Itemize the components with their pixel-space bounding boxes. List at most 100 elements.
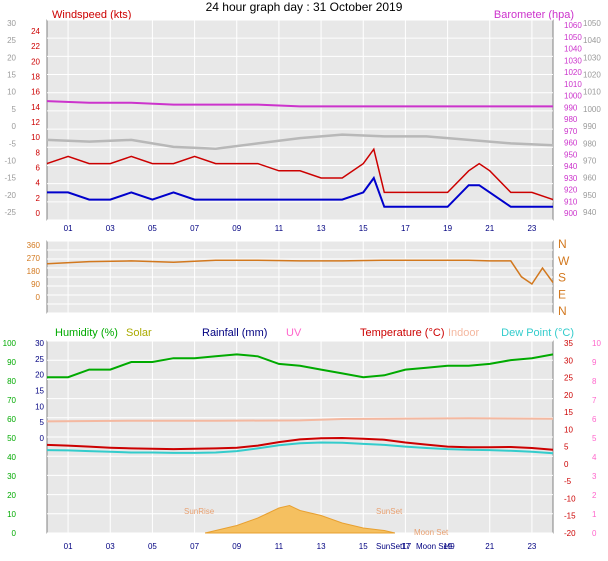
temp-x-axis: 01 03 05 07 09 11 13 15 17 19 21 23 [64,542,537,551]
x-tick-label: 15 [359,224,368,233]
barometer-label: Barometer (hpa) [494,9,574,21]
wind-inner-tick: 24 [31,27,40,36]
rainfall-tick: 15 [35,387,44,396]
direction-tick: 90 [31,280,40,289]
direction-grid [47,240,553,314]
temp-series [46,353,554,534]
direction-tick: 180 [27,267,41,276]
uv-tick: 0 [592,529,597,538]
x-tick-label: 23 [527,224,536,233]
wind-x-axis: 01 03 05 07 09 11 13 15 17 19 21 23 [64,224,537,233]
uv-tick: 5 [592,434,597,443]
humidity-tick: 10 [7,510,16,519]
x-tick-label: 03 [106,224,115,233]
gray-trace-line [46,133,554,150]
dewpoint-label: Dew Point (°C) [501,327,574,339]
wind-inner-tick: 8 [36,148,41,157]
wind-inner-tick: 0 [36,209,41,218]
temperature-line [46,436,554,451]
x-tick-label: 13 [317,224,326,233]
wind-left-tick: 30 [7,19,16,28]
rainfall-tick: 30 [35,339,44,348]
wind-barometer-panel: Windspeed (kts) Barometer (hpa) 30252015… [4,9,601,233]
barometer-outer-tick: 1030 [583,53,601,62]
humidity-tick: 100 [3,339,17,348]
moonset-axis-label: Moon Set9 [416,542,455,551]
wind-inner-tick: 14 [31,103,40,112]
x-tick-label: 09 [232,224,241,233]
wind-left-tick: 0 [12,122,17,131]
temperature-tick: 20 [564,391,573,400]
compass-label: E [558,287,566,301]
direction-tick: 270 [27,254,41,263]
barometer-outer-tick: 940 [583,208,597,217]
rainfall-tick: 5 [40,418,45,427]
wind-left-tick: -5 [9,139,17,148]
barometer-outer-tick: 960 [583,174,597,183]
humidity-tick: 70 [7,396,16,405]
wind-inner-tick: 16 [31,88,40,97]
temperature-tick: 25 [564,374,573,383]
humidity-tick: 80 [7,377,16,386]
barometer-outer-tick: 1050 [583,19,601,28]
barometer-tick: 900 [564,209,578,218]
wind-inner-tick: 18 [31,73,40,82]
barometer-tick: 970 [564,127,578,136]
compass-label: S [558,271,566,285]
barometer-tick: 930 [564,174,578,183]
barometer-tick: 1000 [564,92,582,101]
page-title: 24 hour graph day : 31 October 2019 [206,0,403,14]
uv-tick: 2 [592,491,597,500]
temperature-axis: 35 30 25 20 15 10 5 0 -5 -10 -15 -20 [564,339,576,538]
x-tick-label: 01 [64,224,73,233]
wind-plot-area [46,19,554,221]
x-tick-label: 05 [148,224,157,233]
barometer-inner-axis: 1060 1050 1040 1030 1020 1010 1000 990 980 970 960… [564,21,582,218]
x-tick-label: 11 [275,224,284,233]
humidity-tick: 20 [7,491,16,500]
compass-label: W [558,254,570,268]
wind-left-axis: 30 25 20 15 10 5 0 -5 -10 -15 -20 -25 [4,19,16,217]
barometer-outer-tick: 980 [583,139,597,148]
wind-left-tick: 5 [12,105,17,114]
wind-left-tick: -20 [4,191,16,200]
x-tick-label: 05 [148,542,157,551]
x-tick-label: 07 [190,224,199,233]
barometer-outer-tick: 990 [583,122,597,131]
wind-inner-tick: 6 [36,164,41,173]
wind-direction-line [46,259,554,286]
temperature-tick: 35 [564,339,573,348]
humidity-label: Humidity (%) [55,327,118,339]
barometer-tick: 1060 [564,21,582,30]
humidity-tick: 60 [7,415,16,424]
barometer-line [46,100,553,108]
barometer-tick: 980 [564,115,578,124]
direction-tick: 0 [36,293,41,302]
humidity-tick: 30 [7,472,16,481]
uv-tick: 3 [592,472,597,481]
x-tick-label: 15 [359,542,368,551]
solar-label: Solar [126,327,152,339]
x-tick-label: 19 [443,224,452,233]
moonset-label: Moon Set [414,528,449,537]
sunset-label: SunSet [376,507,403,516]
barometer-tick: 920 [564,186,578,195]
x-tick-label: 17 [401,224,410,233]
wind-average-line [47,175,553,208]
temperature-tick: -20 [564,529,576,538]
uv-tick: 6 [592,415,597,424]
barometer-tick: 950 [564,150,578,159]
wind-left-tick: 15 [7,71,16,80]
wind-left-tick: -25 [4,208,16,217]
temperature-tick: -15 [564,512,576,521]
x-tick-label: 21 [485,224,494,233]
x-tick-label: 23 [527,542,536,551]
direction-series [46,259,554,286]
rainfall-axis: 30 25 20 15 10 5 0 [35,339,44,443]
barometer-outer-tick: 1040 [583,36,601,45]
windspeed-label: Windspeed (kts) [52,9,131,21]
temperature-tick: 30 [564,356,573,365]
uv-label: UV [286,327,302,339]
